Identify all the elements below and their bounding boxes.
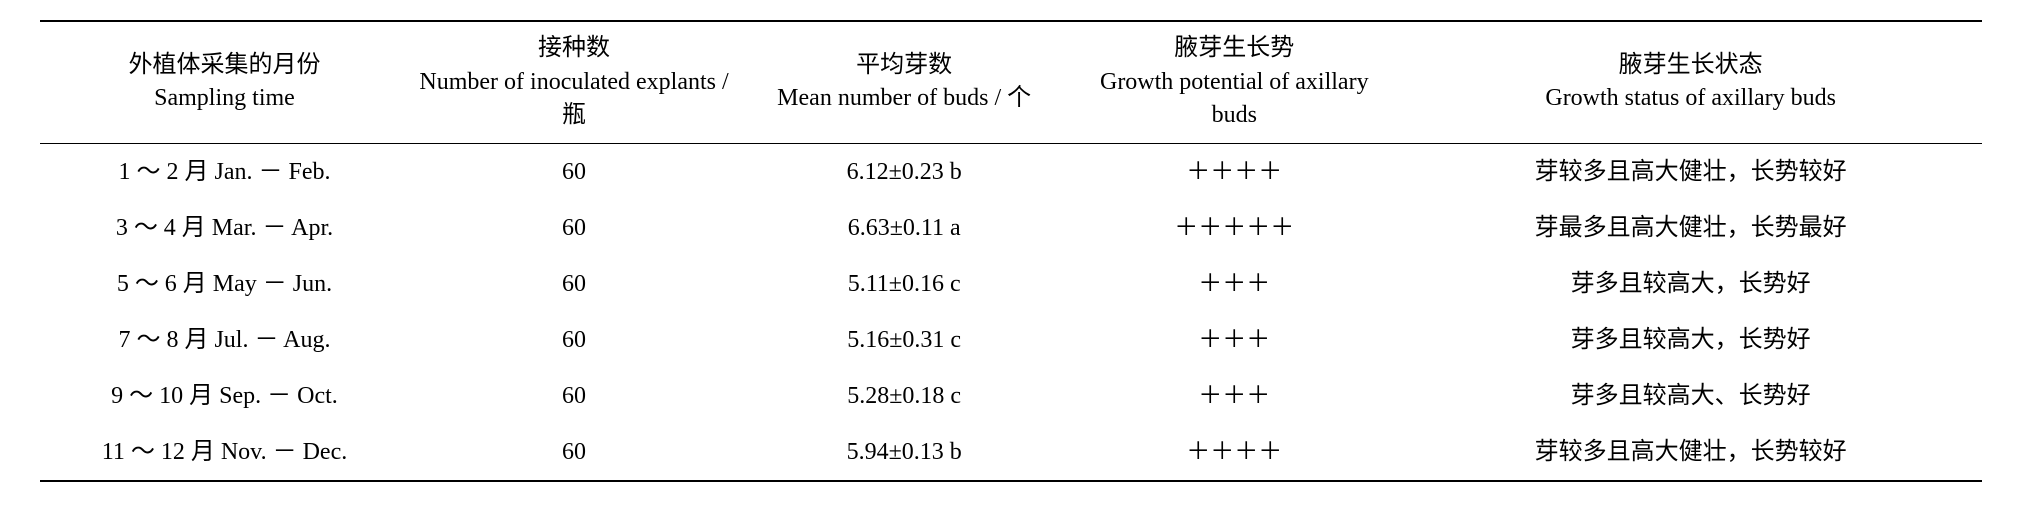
cell-time: 1 ～ 2 月 Jan. － Feb.: [40, 143, 409, 200]
cell-potential: ＋＋＋＋＋: [1069, 200, 1399, 256]
col-header-sampling-time: 外植体采集的月份 Sampling time: [40, 21, 409, 143]
table-row: 9 ～ 10 月 Sep. － Oct. 60 5.28±0.18 c ＋＋＋ …: [40, 368, 1982, 424]
cell-buds: 5.28±0.18 c: [739, 368, 1069, 424]
col-header-cn: 腋芽生长势: [1174, 35, 1294, 61]
col-header-en: Sampling time: [154, 85, 295, 111]
col-header-mean-buds: 平均芽数 Mean number of buds / 个: [739, 21, 1069, 143]
col-header-en: Mean number of buds / 个: [777, 85, 1031, 111]
cell-potential: ＋＋＋: [1069, 256, 1399, 312]
table-row: 11 ～ 12 月 Nov. － Dec. 60 5.94±0.13 b ＋＋＋…: [40, 424, 1982, 481]
header-row: 外植体采集的月份 Sampling time 接种数 Number of ino…: [40, 21, 1982, 143]
table-body: 1 ～ 2 月 Jan. － Feb. 60 6.12±0.23 b ＋＋＋＋ …: [40, 143, 1982, 481]
cell-inoc: 60: [409, 256, 739, 312]
cell-status: 芽多且较高大，长势好: [1399, 312, 1982, 368]
cell-status: 芽最多且高大健壮，长势最好: [1399, 200, 1982, 256]
col-header-inoculated: 接种数 Number of inoculated explants / 瓶: [409, 21, 739, 143]
cell-inoc: 60: [409, 200, 739, 256]
col-header-growth-status: 腋芽生长状态 Growth status of axillary buds: [1399, 21, 1982, 143]
cell-inoc: 60: [409, 312, 739, 368]
cell-status: 芽较多且高大健壮，长势较好: [1399, 424, 1982, 481]
table-row: 1 ～ 2 月 Jan. － Feb. 60 6.12±0.23 b ＋＋＋＋ …: [40, 143, 1982, 200]
col-header-cn: 平均芽数: [856, 52, 952, 78]
cell-inoc: 60: [409, 424, 739, 481]
cell-buds: 6.63±0.11 a: [739, 200, 1069, 256]
cell-buds: 5.94±0.13 b: [739, 424, 1069, 481]
cell-time: 3 ～ 4 月 Mar. － Apr.: [40, 200, 409, 256]
data-table: 外植体采集的月份 Sampling time 接种数 Number of ino…: [40, 20, 1982, 482]
col-header-en: Growth potential of axillary buds: [1100, 69, 1369, 129]
cell-time: 11 ～ 12 月 Nov. － Dec.: [40, 424, 409, 481]
col-header-en: Number of inoculated explants / 瓶: [419, 69, 728, 129]
col-header-cn: 外植体采集的月份: [128, 52, 320, 78]
cell-time: 7 ～ 8 月 Jul. － Aug.: [40, 312, 409, 368]
table-row: 3 ～ 4 月 Mar. － Apr. 60 6.63±0.11 a ＋＋＋＋＋…: [40, 200, 1982, 256]
cell-status: 芽多且较高大、长势好: [1399, 368, 1982, 424]
col-header-cn: 腋芽生长状态: [1619, 52, 1763, 78]
cell-status: 芽多且较高大，长势好: [1399, 256, 1982, 312]
cell-potential: ＋＋＋＋: [1069, 143, 1399, 200]
col-header-growth-potential: 腋芽生长势 Growth potential of axillary buds: [1069, 21, 1399, 143]
col-header-cn: 接种数: [538, 35, 610, 61]
cell-potential: ＋＋＋: [1069, 312, 1399, 368]
col-header-en: Growth status of axillary buds: [1545, 85, 1836, 111]
cell-status: 芽较多且高大健壮，长势较好: [1399, 143, 1982, 200]
cell-buds: 6.12±0.23 b: [739, 143, 1069, 200]
table-row: 5 ～ 6 月 May － Jun. 60 5.11±0.16 c ＋＋＋ 芽多…: [40, 256, 1982, 312]
cell-buds: 5.11±0.16 c: [739, 256, 1069, 312]
cell-time: 5 ～ 6 月 May － Jun.: [40, 256, 409, 312]
cell-potential: ＋＋＋＋: [1069, 424, 1399, 481]
cell-potential: ＋＋＋: [1069, 368, 1399, 424]
cell-inoc: 60: [409, 368, 739, 424]
table-row: 7 ～ 8 月 Jul. － Aug. 60 5.16±0.31 c ＋＋＋ 芽…: [40, 312, 1982, 368]
cell-time: 9 ～ 10 月 Sep. － Oct.: [40, 368, 409, 424]
cell-inoc: 60: [409, 143, 739, 200]
cell-buds: 5.16±0.31 c: [739, 312, 1069, 368]
